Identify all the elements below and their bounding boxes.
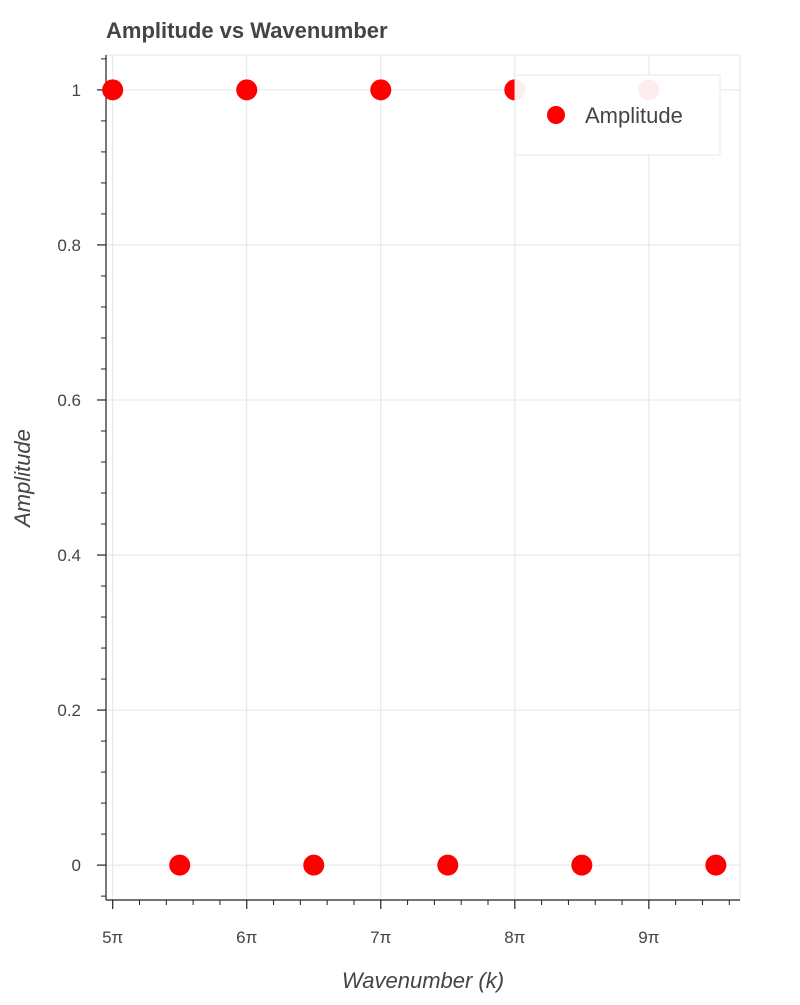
x-tick-label: 8π [504,928,525,947]
y-tick-label: 0 [72,856,81,875]
y-ticks: 0 0.2 0.4 0.6 0.8 1 [57,58,106,897]
y-tick-label: 0.2 [57,701,81,720]
axes [105,55,740,901]
x-ticks: 5π 6π 7π 8π 9π [102,900,730,947]
x-tick-label: 5π [102,928,123,947]
plot-border [105,54,741,901]
data-points [102,79,727,876]
data-point [437,854,459,876]
plot-area [105,54,741,901]
x-tick-label: 7π [370,928,391,947]
legend-label: Amplitude [585,103,683,128]
data-point [236,79,258,101]
data-point [370,79,392,101]
data-point [303,854,325,876]
legend: Amplitude [514,74,721,156]
legend-marker [547,106,565,124]
y-tick-label: 0.8 [57,236,81,255]
x-tick-label: 6π [236,928,257,947]
x-tick-label: 9π [638,928,659,947]
y-tick-label: 1 [72,81,81,100]
y-tick-label: 0.4 [57,546,81,565]
data-point [705,854,727,876]
chart-title: Amplitude vs Wavenumber [106,18,388,43]
data-point [102,79,124,101]
y-axis-label: Amplitude [10,429,35,529]
data-point [169,854,191,876]
x-axis-label: Wavenumber (k) [342,968,504,993]
grid [106,55,740,900]
y-tick-label: 0.6 [57,391,81,410]
data-point [571,854,593,876]
